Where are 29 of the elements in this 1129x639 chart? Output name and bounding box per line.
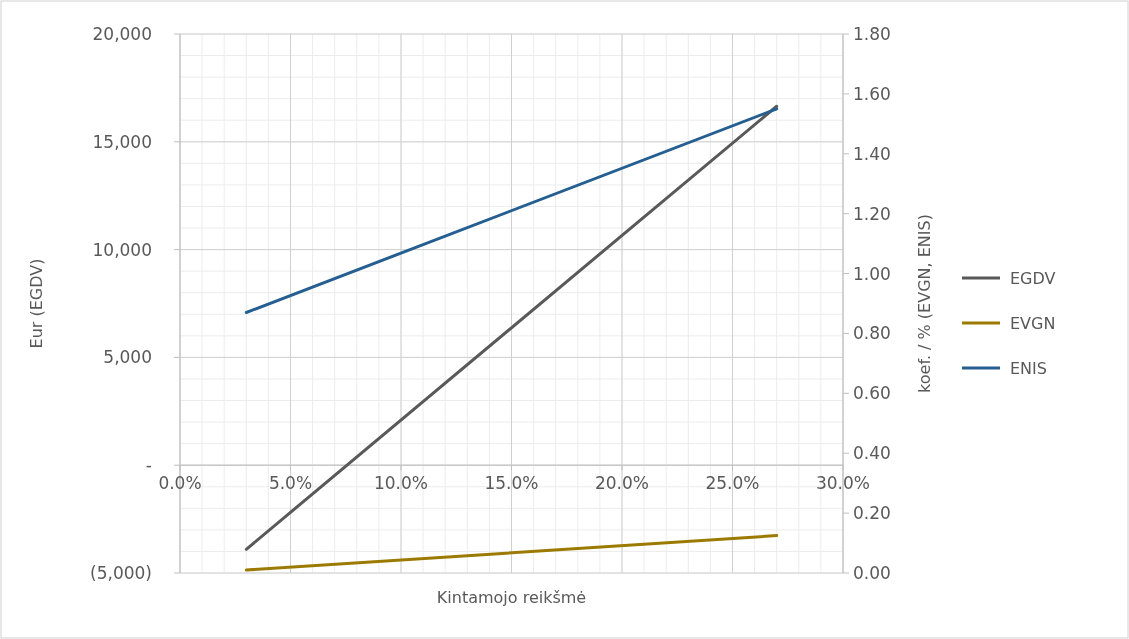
legend-label: ENIS — [1010, 358, 1047, 378]
y-tick-label: 15,000 — [92, 131, 152, 152]
legend-label: EVGN — [1010, 313, 1056, 333]
y-tick-label: (5,000) — [90, 562, 152, 583]
y2-axis-title: koef. / % (EVGN, ENIS) — [915, 214, 934, 393]
y2-tick-label: 0.00 — [853, 562, 891, 583]
y-axis-title: Eur (EGDV) — [27, 258, 46, 349]
y2-tick-label: 1.60 — [853, 83, 891, 104]
y2-tick-label: 0.40 — [853, 443, 891, 464]
x-tick-label: 15.0% — [484, 473, 539, 494]
y2-tick-label: 1.80 — [853, 23, 891, 44]
y2-tick-label: 1.00 — [853, 263, 891, 284]
y2-tick-label: 1.20 — [853, 203, 891, 224]
x-tick-label: 20.0% — [594, 473, 650, 494]
y-tick-label: - — [145, 455, 152, 476]
y-tick-label: 10,000 — [92, 239, 152, 260]
y2-tick-label: 0.20 — [853, 503, 891, 524]
x-tick-label: 25.0% — [705, 473, 760, 494]
y2-tick-label: 0.60 — [853, 383, 891, 404]
y-tick-label: 5,000 — [103, 347, 152, 368]
legend-label: EGDV — [1010, 268, 1056, 288]
y2-tick-label: 1.40 — [853, 143, 891, 164]
x-axis-title: Kintamojo reikšmė — [436, 588, 587, 607]
y-tick-label: 20,000 — [92, 23, 152, 44]
y2-tick-label: 0.80 — [853, 323, 891, 344]
x-tick-label: 30.0% — [815, 473, 871, 494]
x-tick-label: 0.0% — [158, 473, 202, 494]
x-tick-label: 10.0% — [373, 473, 429, 494]
x-tick-label: 5.0% — [268, 473, 313, 494]
